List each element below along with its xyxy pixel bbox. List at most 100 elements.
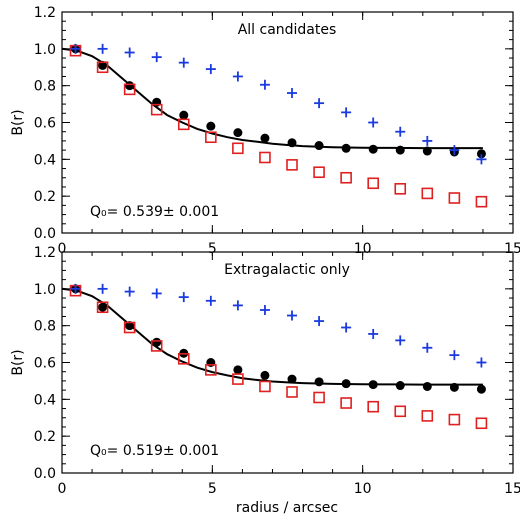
- data-point-circle: [368, 144, 378, 154]
- data-point-plus: [205, 64, 216, 75]
- data-point-square: [96, 301, 109, 314]
- data-point-square: [150, 340, 163, 352]
- plot-frame: [61, 11, 514, 234]
- data-point-plus: [124, 286, 135, 297]
- data-point-plus: [70, 43, 81, 54]
- data-point-plus: [232, 71, 243, 82]
- x-tick-label: 5: [208, 241, 217, 257]
- data-point-plus: [259, 79, 270, 90]
- data-point-circle: [422, 381, 432, 391]
- y-tick-label: 0.0: [34, 226, 56, 242]
- x-tick-label: 0: [58, 481, 67, 497]
- plot-frame: [61, 251, 514, 474]
- data-point-plus: [232, 300, 243, 311]
- data-point-square: [232, 142, 244, 155]
- y-tick-label: 0.8: [34, 79, 56, 95]
- data-point-circle: [341, 143, 351, 153]
- data-point-plus: [314, 316, 325, 327]
- y-tick-label: 1.0: [34, 282, 56, 298]
- data-point-square: [448, 413, 461, 426]
- data-point-square: [177, 353, 190, 365]
- y-tick-label: 1.2: [34, 5, 56, 21]
- data-point-plus: [97, 43, 108, 54]
- x-tick-label: 10: [354, 241, 372, 257]
- data-point-plus: [97, 283, 108, 294]
- data-point-circle: [179, 110, 189, 120]
- panel-label: All candidates: [238, 22, 337, 38]
- data-point-square: [421, 410, 434, 422]
- data-point-plus: [341, 107, 352, 118]
- data-point-circle: [476, 149, 486, 159]
- y-tick-label: 0.8: [34, 319, 56, 335]
- data-point-circle: [98, 302, 108, 312]
- data-point-circle: [395, 145, 405, 155]
- data-point-square: [394, 183, 407, 195]
- panel-all-candidates: All candidates Q₀= 0.539± 0.001 0.0 0.2 0.…: [10, 5, 520, 257]
- fit-curve: [61, 47, 483, 150]
- data-point-square: [150, 103, 163, 116]
- q0-annotation: Q₀= 0.519± 0.001: [90, 443, 219, 459]
- panel-label: Extragalactic only: [224, 262, 350, 278]
- y-tick-label: 0.0: [34, 466, 56, 482]
- data-point-plus: [395, 335, 406, 346]
- data-point-plus: [151, 288, 162, 299]
- data-point-square: [96, 61, 109, 74]
- data-point-square: [259, 151, 271, 164]
- data-point-square: [286, 386, 298, 398]
- data-point-plus: [422, 342, 433, 353]
- y-tick-label: 0.4: [34, 392, 56, 408]
- y-tick-label: 1.2: [34, 245, 56, 261]
- y-tick-label: 0.4: [34, 152, 56, 168]
- data-point-circle: [314, 141, 324, 151]
- data-point-circle: [287, 374, 297, 384]
- fit-curve: [61, 287, 483, 386]
- y-tick-label: 0.6: [34, 116, 56, 132]
- data-point-plus: [341, 322, 352, 333]
- data-point-circle: [476, 384, 486, 394]
- x-axis-label: radius / arcsec: [236, 500, 338, 516]
- data-point-square: [340, 171, 352, 184]
- data-point-circle: [125, 81, 135, 91]
- data-point-circle: [233, 365, 243, 375]
- data-point-square: [394, 405, 407, 418]
- data-point-plus: [395, 126, 406, 137]
- data-point-circle: [422, 146, 432, 156]
- data-point-circle: [287, 138, 297, 148]
- data-point-circle: [152, 337, 162, 347]
- data-point-circle: [260, 133, 270, 143]
- data-point-square: [367, 177, 379, 190]
- data-point-circle: [206, 121, 216, 131]
- data-point-square: [475, 195, 488, 208]
- data-point-circle: [395, 381, 405, 391]
- data-point-plus: [368, 328, 379, 339]
- data-point-square: [367, 400, 379, 413]
- data-point-circle: [125, 321, 135, 331]
- data-point-square: [205, 364, 217, 376]
- y-tick-label: 0.2: [34, 429, 56, 445]
- x-tick-label: 5: [208, 481, 217, 497]
- q0-annotation: Q₀= 0.539± 0.001: [90, 204, 219, 220]
- data-point-plus: [151, 52, 162, 63]
- data-point-circle: [260, 370, 270, 380]
- y-tick-label: 0.2: [34, 189, 56, 205]
- data-point-plus: [476, 357, 487, 368]
- data-point-square: [205, 131, 217, 144]
- data-point-plus: [70, 283, 81, 294]
- x-tick-label: 15: [504, 481, 520, 497]
- data-point-square: [313, 166, 325, 179]
- data-point-circle: [341, 379, 351, 389]
- data-point-square: [448, 192, 461, 204]
- data-point-plus: [422, 135, 433, 146]
- data-point-square: [475, 417, 488, 430]
- x-tick-label: 10: [354, 481, 372, 497]
- data-point-plus: [178, 292, 189, 303]
- data-point-plus: [259, 305, 270, 316]
- y-tick-label: 1.0: [34, 42, 56, 58]
- data-point-square: [421, 187, 434, 200]
- data-point-square: [313, 391, 325, 404]
- data-point-plus: [178, 57, 189, 68]
- data-point-square: [123, 321, 136, 334]
- data-point-plus: [124, 47, 135, 58]
- data-point-square: [259, 380, 271, 393]
